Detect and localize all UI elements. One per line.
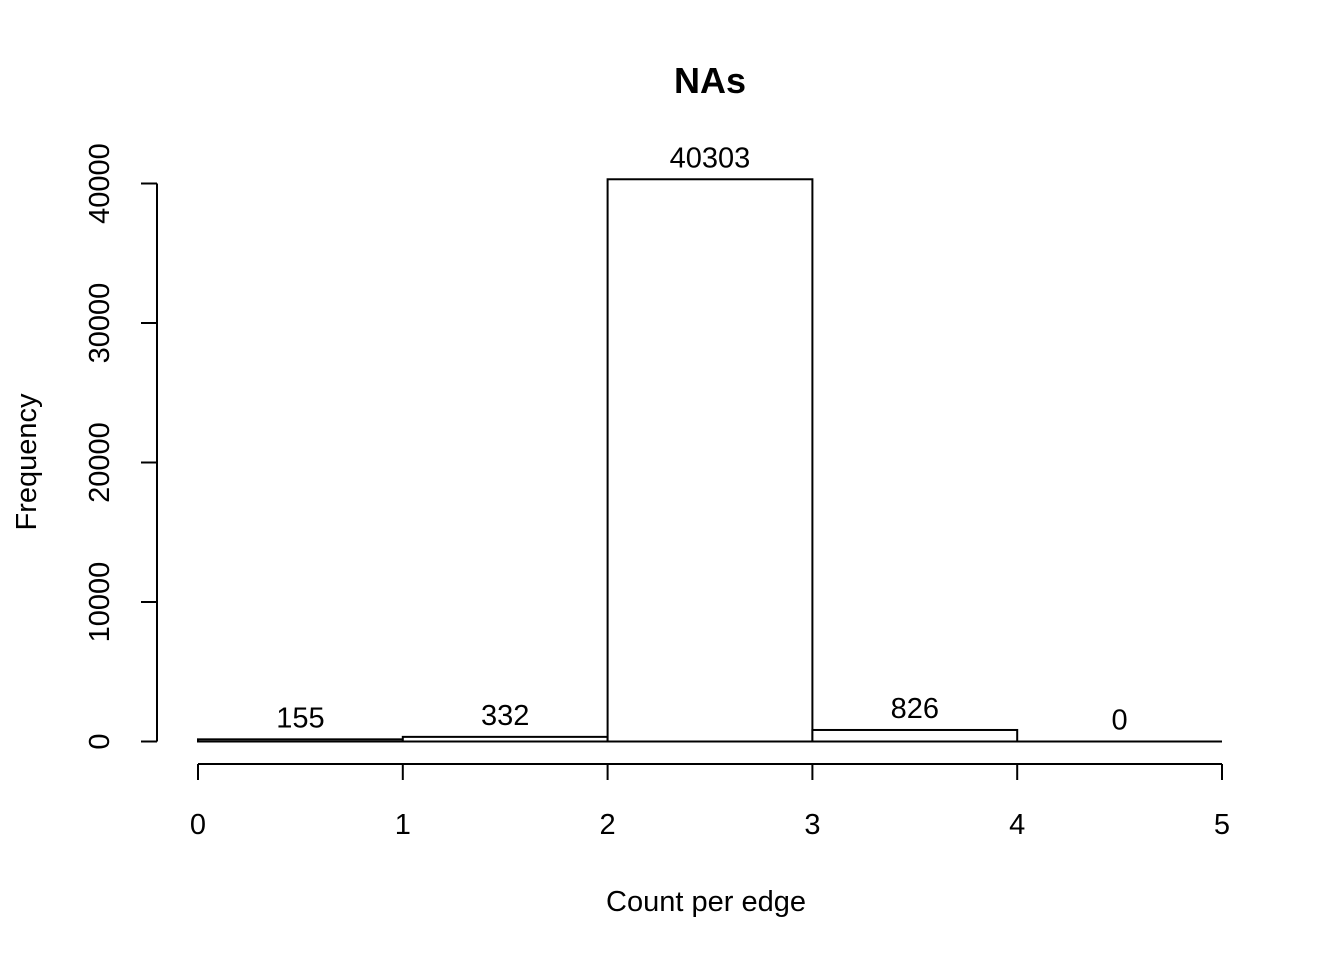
bar-bin-2	[606, 178, 814, 743]
data-label-bin-4: 0	[1112, 705, 1128, 737]
y-tick-label-4: 40000	[84, 143, 116, 224]
x-tick-label-4: 4	[1009, 809, 1025, 841]
y-tick-label-0: 0	[84, 733, 116, 749]
y-axis: 0 10000 20000 30000 40000	[84, 143, 158, 750]
x-tick-label-2: 2	[600, 809, 616, 841]
data-label-bin-1: 332	[481, 700, 529, 732]
bars-group	[197, 178, 1019, 743]
data-label-bin-3: 826	[891, 693, 939, 725]
data-label-bin-0: 155	[276, 702, 324, 734]
x-tick-label-0: 0	[190, 809, 206, 841]
bar-bin-3	[811, 728, 1019, 743]
data-label-bin-2: 40303	[670, 142, 751, 174]
x-tick-label-1: 1	[395, 809, 411, 841]
y-tick-label-2: 20000	[84, 422, 116, 503]
y-axis-label: Frequency	[11, 393, 43, 531]
x-axis: 0 1 2 3 4 5	[190, 763, 1230, 841]
x-tick-label-3: 3	[804, 809, 820, 841]
chart-title: NAs	[674, 60, 746, 101]
y-tick-label-1: 10000	[84, 562, 116, 643]
x-axis-label: Count per edge	[606, 886, 806, 918]
x-tick-label-5: 5	[1214, 809, 1230, 841]
data-labels-group: 155 332 40303 826 0	[276, 142, 1127, 736]
y-tick-label-3: 30000	[84, 283, 116, 364]
